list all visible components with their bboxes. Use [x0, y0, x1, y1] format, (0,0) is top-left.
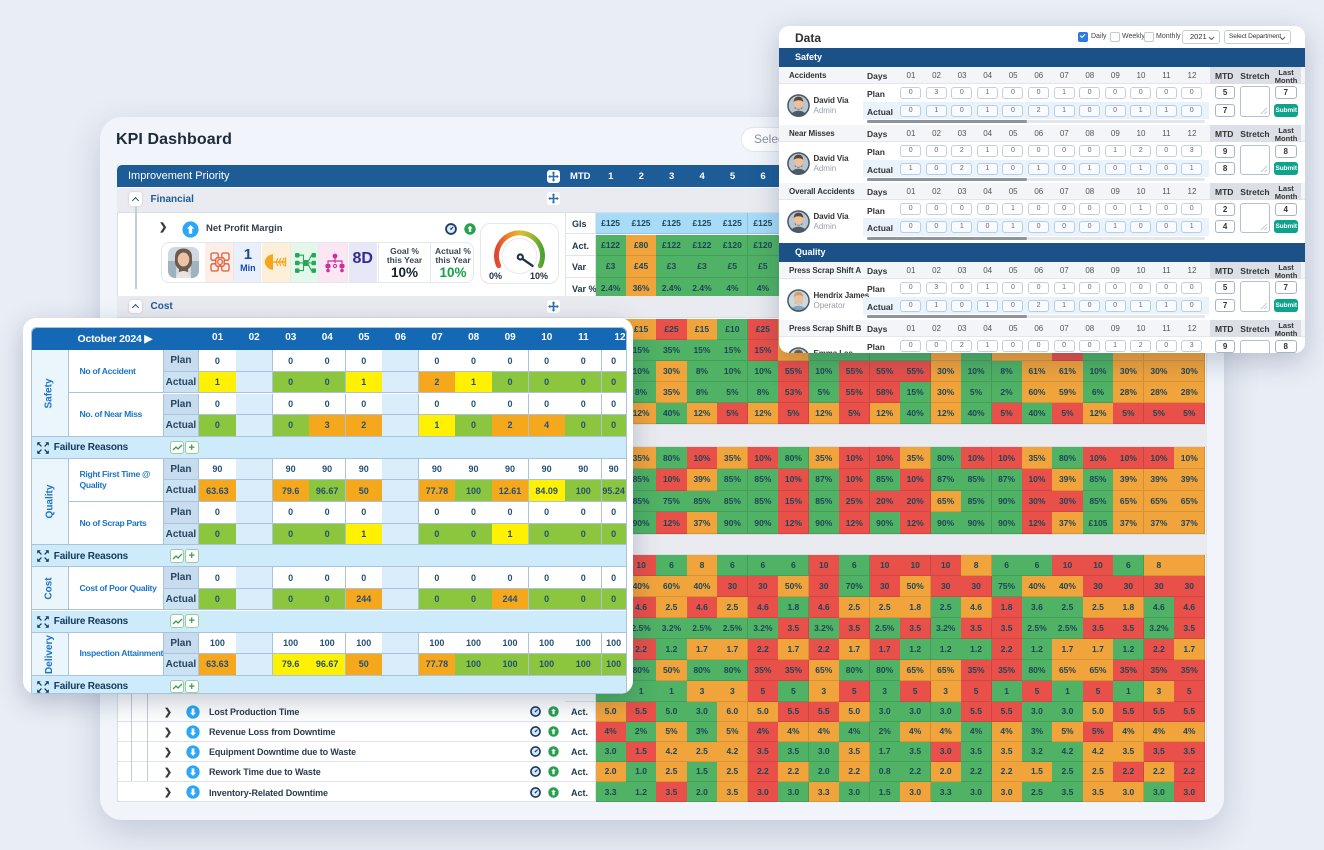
svg-text:Q: Q: [217, 257, 224, 267]
